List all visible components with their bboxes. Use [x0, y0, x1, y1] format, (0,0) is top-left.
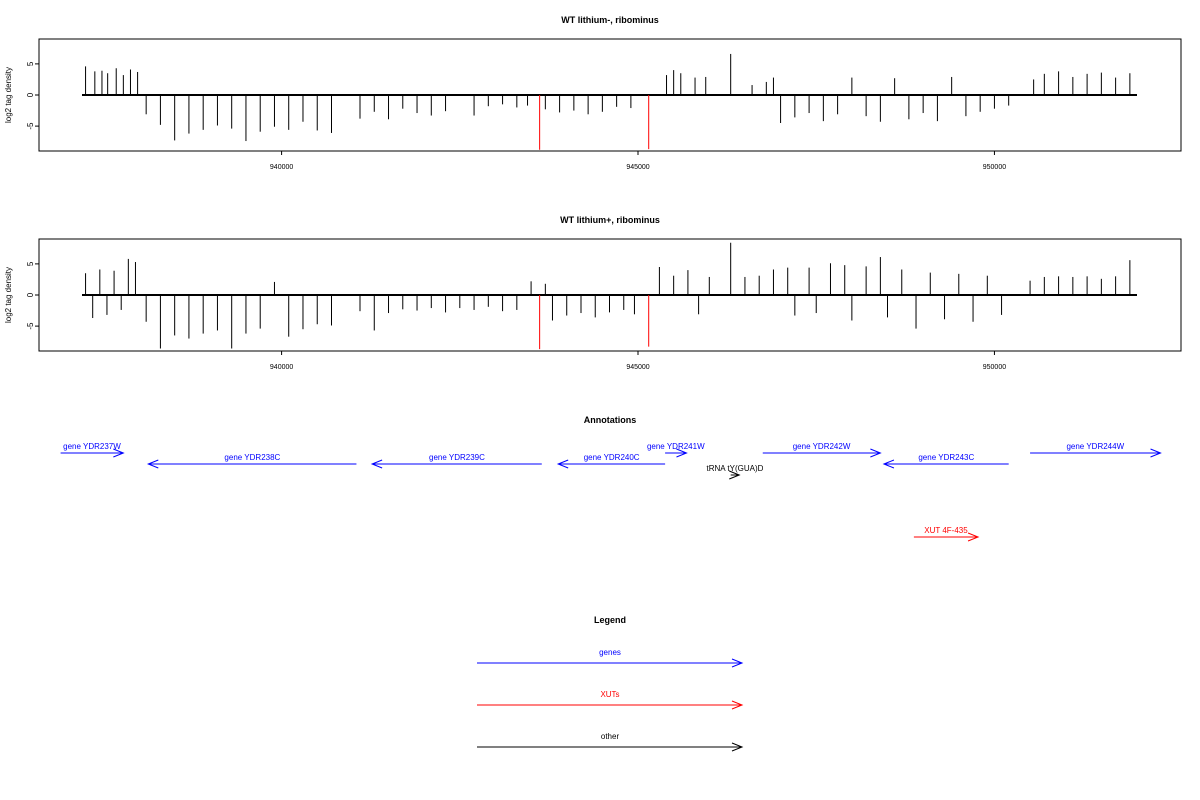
feature-arrow-head [870, 448, 882, 458]
y-tick-label: 0 [26, 92, 35, 97]
feature-label: gene YDR242W [793, 442, 851, 451]
feature-label: gene YDR244W [1066, 442, 1124, 451]
annotations-title: Annotations [584, 415, 637, 425]
feature-label: tRNA tY(GUA)D [707, 464, 764, 473]
y-tick-label: -5 [26, 322, 35, 330]
y-tick-label: 0 [26, 292, 35, 297]
y-axis-label: log2 tag density [4, 267, 13, 323]
legend-arrow-head [731, 700, 744, 710]
track-panel-lithium-plus: WT lithium+, ribominus -5 0 5 log2 tag densi… [4, 215, 1182, 371]
x-tick-label: 950000 [983, 164, 1006, 171]
legend-label: other [601, 732, 620, 741]
chart-title: WT lithium-, ribominus [561, 15, 659, 25]
feature-label: gene YDR237W [63, 442, 121, 451]
feature-arrow-head [1150, 448, 1162, 458]
legend-label: genes [599, 648, 621, 657]
feature-arrow-head [146, 459, 159, 469]
feature-arrow-head [729, 470, 741, 480]
feature-label: XUT 4F-435 [924, 526, 968, 535]
y-axis-label: log2 tag density [4, 67, 13, 123]
feature-label: gene YDR240C [584, 453, 640, 462]
x-tick-label: 950000 [983, 364, 1006, 371]
annotations-panel: Annotations gene YDR237W gene YDR238C gene… [60, 415, 1162, 542]
legend-title: Legend [594, 615, 626, 625]
x-tick-label: 940000 [270, 164, 293, 171]
feature-arrow-head [967, 532, 980, 542]
y-tick-label: 5 [26, 261, 35, 266]
y-tick-label: 5 [26, 61, 35, 66]
feature-arrow-head [882, 459, 895, 469]
legend-arrow-head [731, 742, 744, 752]
x-tick-label: 940000 [270, 364, 293, 371]
legend-arrow-head [731, 658, 744, 668]
x-tick-label: 945000 [626, 164, 649, 171]
feature-arrow-head [556, 459, 569, 469]
chart-title: WT lithium+, ribominus [560, 215, 660, 225]
legend-panel: Legend genes XUTs other [477, 615, 744, 752]
feature-arrow-head [370, 459, 383, 469]
feature-label: gene YDR238C [224, 453, 280, 462]
feature-arrow-head [676, 448, 688, 458]
feature-label: gene YDR243C [918, 453, 974, 462]
legend-label: XUTs [600, 690, 619, 699]
feature-label: gene YDR241W [647, 442, 705, 451]
y-tick-label: -5 [26, 122, 35, 130]
feature-arrow-head [113, 448, 125, 458]
track-panel-lithium-minus: WT lithium-, ribominus -5 0 5 log2 tag densi… [4, 15, 1182, 171]
feature-label: gene YDR239C [429, 453, 485, 462]
x-tick-label: 945000 [626, 364, 649, 371]
